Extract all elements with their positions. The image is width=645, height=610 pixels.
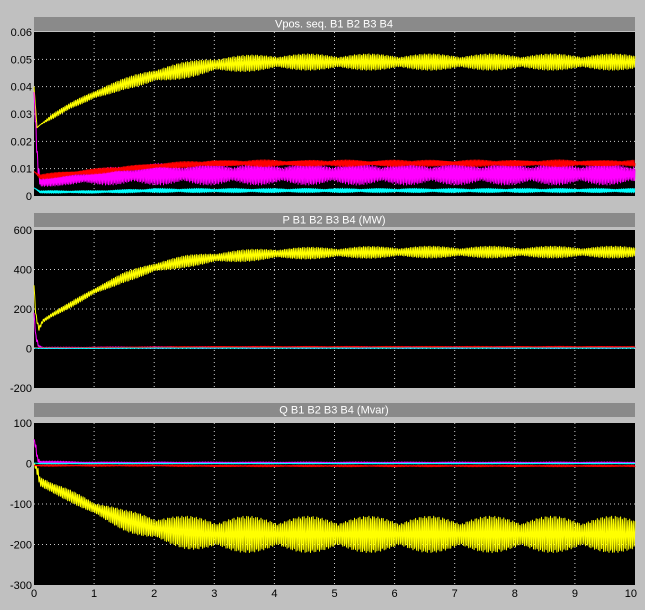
panel-q-xtick-label: 9: [572, 588, 578, 600]
panel-q-ytick-label: -300: [10, 580, 32, 592]
panel-q: Q B1 B2 B3 B4 (Mvar) -300 -200 -100 0 100 0 1…: [10, 403, 637, 600]
panel-p-ytick-label: 0: [26, 344, 32, 356]
panel-p-title: P B1 B2 B3 B4 (MW): [282, 215, 385, 227]
panel-q-series-cyan: [33, 462, 636, 465]
panel-vpos-ytick-label: 0.02: [11, 136, 32, 148]
panel-vpos-ytick-label: 0.04: [11, 82, 32, 94]
panel-q-title-bar: [34, 403, 635, 417]
panel-q-ytick-label: 100: [14, 418, 32, 430]
panel-q-series: [33, 439, 636, 554]
panel-q-ytick-label: 0: [26, 459, 32, 471]
panel-p-ytick-label: 600: [14, 225, 32, 237]
panel-q-xtick-label: 2: [151, 588, 157, 600]
panel-p-series-red: [33, 345, 636, 349]
panel-vpos-ytick-labels: 0 0.01 0.02 0.03 0.04 0.05 0.06: [11, 27, 32, 203]
panel-vpos-ytick-label: 0: [26, 191, 32, 203]
panel-q-xtick-label: 7: [452, 588, 458, 600]
panel-q-ytick-label: -100: [10, 499, 32, 511]
panel-q-xtick-label: 6: [392, 588, 398, 600]
panel-q-xtick-labels: 0 1 2 3 4 5 6 7 8 9 10: [31, 588, 637, 600]
panel-p-series-yellow: [33, 245, 636, 331]
panel-q-xtick-label: 1: [91, 588, 97, 600]
panel-p-title-bar: [34, 213, 635, 227]
panel-q-title: Q B1 B2 B3 B4 (Mvar): [279, 405, 388, 417]
panel-q-series-yellow: [33, 463, 636, 554]
panel-vpos-ytick-label: 0.03: [11, 109, 32, 121]
panel-vpos-title: Vpos. seq. B1 B2 B3 B4: [275, 19, 393, 31]
panel-vpos-series: [33, 53, 636, 194]
panel-vpos-title-bar: [34, 17, 635, 31]
panel-q-xtick-label: 10: [625, 588, 637, 600]
panel-p-ytick-label: 400: [14, 265, 32, 277]
panel-p-ytick-label: 200: [14, 304, 32, 316]
panel-vpos-ytick-label: 0.01: [11, 164, 32, 176]
panel-p-series: [33, 245, 636, 350]
panel-q-series-red: [33, 464, 636, 468]
panel-vpos-series-magenta: [33, 92, 636, 187]
panel-p-ytick-labels: -200 0 200 400 600: [10, 225, 32, 395]
panel-q-ytick-labels: -300 -200 -100 0 100: [10, 418, 32, 592]
panel-q-ytick-label: -200: [10, 540, 32, 552]
panel-q-xtick-label: 3: [211, 588, 217, 600]
panel-vpos: Vpos. seq. B1 B2 B3 B4 0 0.01 0.02 0.03 0.04…: [11, 17, 636, 203]
panel-p-ytick-label: -200: [10, 383, 32, 395]
panel-vpos-ytick-label: 0.05: [11, 54, 32, 66]
panel-p: P B1 B2 B3 B4 (MW) -200 0 200 400 600: [10, 213, 636, 395]
panel-q-xtick-label: 0: [31, 588, 37, 600]
panel-q-xtick-label: 5: [331, 588, 337, 600]
panel-q-xtick-label: 4: [271, 588, 277, 600]
panel-vpos-series-yellow: [33, 53, 636, 129]
panel-vpos-series-red: [33, 159, 636, 180]
panel-vpos-series-cyan: [33, 187, 636, 194]
panel-vpos-ytick-label: 0.06: [11, 27, 32, 39]
panel-p-series-cyan: [33, 347, 636, 349]
panel-q-xtick-label: 8: [512, 588, 518, 600]
